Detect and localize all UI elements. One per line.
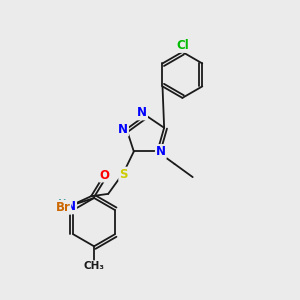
Text: N: N bbox=[118, 123, 128, 136]
Text: H: H bbox=[58, 199, 67, 209]
Text: Cl: Cl bbox=[176, 39, 189, 52]
Text: N: N bbox=[66, 200, 76, 213]
Text: N: N bbox=[137, 106, 147, 119]
Text: Br: Br bbox=[56, 201, 70, 214]
Text: O: O bbox=[100, 169, 110, 182]
Text: N: N bbox=[156, 145, 166, 158]
Text: CH₃: CH₃ bbox=[84, 261, 105, 271]
Text: S: S bbox=[119, 168, 128, 181]
